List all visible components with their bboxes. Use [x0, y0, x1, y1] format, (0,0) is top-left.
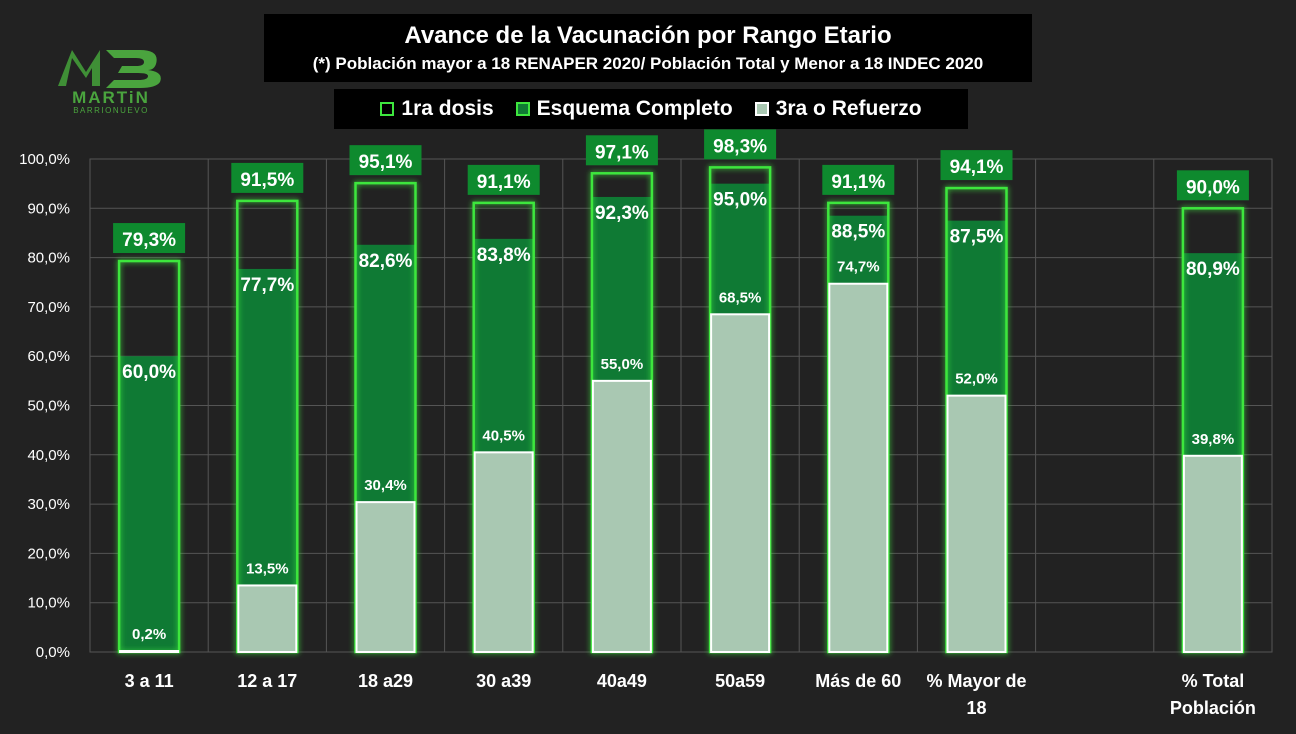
- y-tick-label: 0,0%: [36, 644, 70, 661]
- data-label-esquema-completo: 95,0%: [713, 190, 767, 211]
- x-tick-label: 3 a 11: [125, 671, 174, 691]
- x-tick-label: Población: [1170, 698, 1256, 718]
- data-label-1ra-dosis: 90,0%: [1186, 177, 1240, 198]
- data-label-1ra-dosis: 97,1%: [595, 142, 649, 163]
- logo-surname: BARRIONUEVO: [73, 106, 149, 115]
- bar-refuerzo: [828, 282, 889, 653]
- data-label-esquema-completo: 87,5%: [950, 227, 1004, 248]
- data-label-refuerzo: 68,5%: [719, 289, 762, 306]
- chart-title-box: Avance de la Vacunación por Rango Etario…: [264, 14, 1032, 82]
- data-label-refuerzo: 39,8%: [1192, 431, 1235, 448]
- data-label-1ra-dosis: 95,1%: [359, 152, 413, 173]
- data-label-refuerzo: 30,4%: [364, 477, 407, 494]
- y-tick-label: 10,0%: [27, 595, 70, 612]
- bar-refuerzo: [1182, 454, 1243, 654]
- legend-item-complete: Esquema Completo: [515, 97, 733, 121]
- label-badge-1ra-dosis: [704, 129, 777, 160]
- data-label-1ra-dosis: 94,1%: [950, 157, 1004, 178]
- data-label-refuerzo: 13,5%: [246, 560, 289, 577]
- y-tick-label: 90,0%: [27, 200, 70, 217]
- chart-subtitle: (*) Población mayor a 18 RENAPER 2020/ P…: [312, 54, 984, 73]
- bar-refuerzo: [710, 313, 771, 653]
- data-label-esquema-completo: 92,3%: [595, 203, 649, 224]
- legend-swatch-booster: [754, 102, 769, 116]
- x-tick-label: 18 a29: [358, 671, 413, 691]
- data-label-esquema-completo: 83,8%: [477, 245, 531, 266]
- x-tick-label: 12 a 17: [237, 671, 297, 691]
- label-badge-1ra-dosis: [349, 145, 422, 176]
- legend-label-complete: Esquema Completo: [536, 97, 733, 120]
- data-label-esquema-completo: 80,9%: [1186, 259, 1240, 280]
- data-label-1ra-dosis: 91,1%: [477, 172, 531, 193]
- y-tick-label: 100,0%: [19, 151, 70, 168]
- x-tick-label: % Total: [1182, 671, 1245, 691]
- bar-refuerzo: [355, 501, 416, 653]
- x-tick-label: Más de 60: [815, 671, 901, 691]
- logo-name: MARTiN: [72, 88, 150, 107]
- legend-label-booster: 3ra o Refuerzo: [775, 97, 922, 120]
- y-tick-label: 80,0%: [27, 250, 70, 267]
- data-label-refuerzo: 74,7%: [837, 259, 880, 276]
- data-label-refuerzo: 40,5%: [482, 427, 525, 444]
- x-tick-label: 18: [966, 698, 986, 718]
- label-badge-1ra-dosis: [231, 162, 304, 193]
- x-tick-label: 40a49: [597, 671, 647, 691]
- y-tick-label: 60,0%: [27, 348, 70, 365]
- bar-refuerzo: [119, 650, 180, 653]
- legend-swatch-first-dose: [380, 102, 395, 116]
- y-tick-label: 40,0%: [27, 447, 70, 464]
- data-label-esquema-completo: 88,5%: [831, 222, 885, 243]
- y-tick-label: 30,0%: [27, 496, 70, 513]
- bar-refuerzo: [237, 584, 298, 654]
- x-tick-label: 30 a39: [476, 671, 531, 691]
- label-badge-1ra-dosis: [822, 164, 895, 195]
- data-label-1ra-dosis: 91,5%: [240, 170, 294, 191]
- y-tick-label: 20,0%: [27, 545, 70, 562]
- bar-esquema-completo: [119, 356, 180, 652]
- bar-refuerzo: [946, 394, 1007, 653]
- data-label-1ra-dosis: 79,3%: [122, 230, 176, 251]
- x-tick-label: 50a59: [715, 671, 765, 691]
- chart-legend: 1ra dosis Esquema Completo 3ra o Refuerz…: [334, 89, 968, 129]
- label-badge-1ra-dosis: [1176, 170, 1249, 201]
- data-label-1ra-dosis: 91,1%: [831, 172, 885, 193]
- data-label-esquema-completo: 60,0%: [122, 362, 176, 383]
- y-tick-label: 70,0%: [27, 299, 70, 316]
- label-badge-1ra-dosis: [585, 135, 658, 166]
- chart-title: Avance de la Vacunación por Rango Etario: [404, 22, 892, 49]
- legend-item-first-dose: 1ra dosis: [380, 97, 494, 121]
- data-label-refuerzo: 55,0%: [601, 356, 644, 373]
- logo-mb-icon: [58, 50, 161, 88]
- data-label-esquema-completo: 77,7%: [240, 275, 294, 296]
- legend-label-first-dose: 1ra dosis: [401, 97, 494, 120]
- data-label-refuerzo: 52,0%: [955, 371, 998, 388]
- data-label-1ra-dosis: 98,3%: [713, 136, 767, 157]
- label-badge-1ra-dosis: [940, 150, 1013, 181]
- bar-refuerzo: [591, 379, 652, 653]
- legend-item-booster: 3ra o Refuerzo: [754, 97, 922, 121]
- legend-swatch-complete: [515, 102, 530, 116]
- data-label-esquema-completo: 82,6%: [359, 251, 413, 272]
- y-tick-label: 50,0%: [27, 398, 70, 415]
- data-label-refuerzo: 0,2%: [132, 626, 166, 643]
- x-tick-label: % Mayor de: [926, 671, 1026, 691]
- label-badge-1ra-dosis: [113, 223, 186, 254]
- bar-refuerzo: [473, 451, 534, 653]
- label-badge-1ra-dosis: [467, 164, 540, 195]
